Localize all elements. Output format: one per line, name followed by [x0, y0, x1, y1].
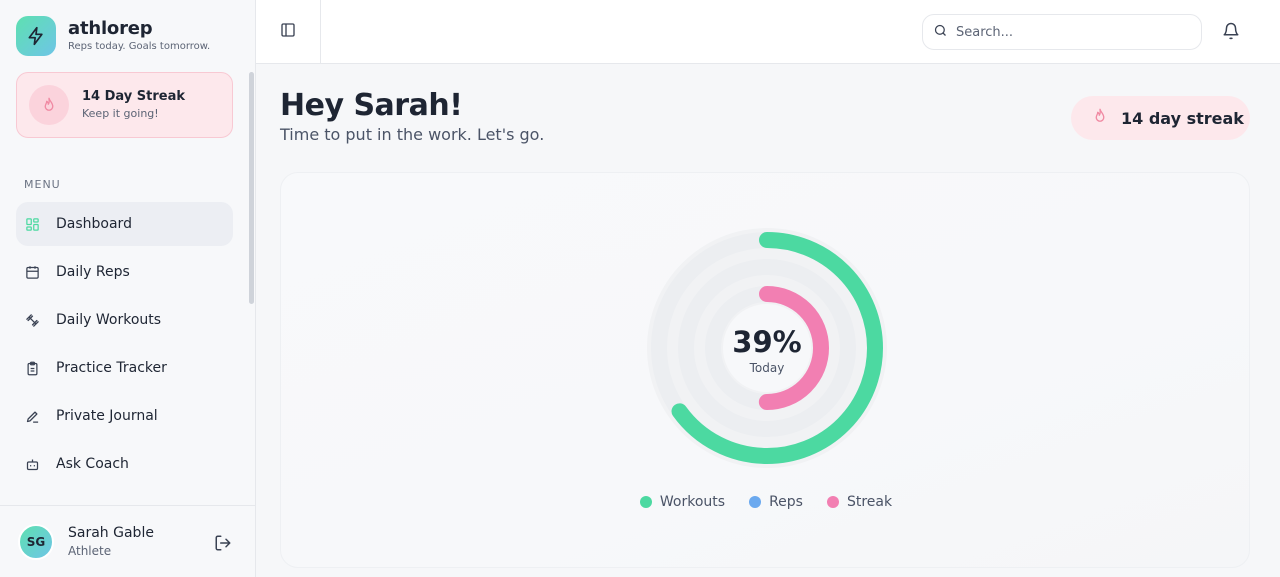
sidebar-item-private-journal[interactable]: Private Journal [16, 394, 233, 438]
pen-icon [24, 408, 40, 424]
ring-track-reps [678, 259, 856, 437]
bell-icon[interactable] [1222, 22, 1242, 42]
sidebar-toggle-button[interactable] [256, 0, 321, 63]
progress-value: 39% [732, 325, 802, 359]
page-title: Hey Sarah! [280, 88, 463, 123]
logout-icon[interactable] [214, 534, 232, 552]
rings-svg [647, 228, 887, 468]
legend-label: Streak [846, 494, 893, 510]
page-subtitle: Time to put in the work. Let's go. [280, 125, 545, 144]
menu-heading: MENU [24, 178, 61, 191]
sidebar-item-daily-workouts[interactable]: Daily Workouts [16, 298, 233, 342]
legend-label: Reps [769, 494, 803, 510]
sidebar-streak-card: 14 Day Streak Keep it going! [16, 72, 233, 138]
legend-item-reps: Reps [749, 494, 803, 510]
legend-dot-reps [749, 496, 762, 508]
ring-arc-streak [705, 286, 829, 410]
brand[interactable]: athlorep Reps today. Goals tomorrow. [16, 16, 210, 56]
avatar[interactable]: SG [18, 524, 54, 560]
sidebar-item-label: Daily Reps [56, 264, 130, 280]
user-name: Sarah Gable [68, 525, 154, 541]
sidebar-item-label: Ask Coach [56, 456, 129, 472]
flame-icon [1091, 107, 1109, 129]
progress-caption: Today [749, 361, 785, 375]
calendar-icon [24, 264, 40, 280]
sidebar: athlorep Reps today. Goals tomorrow. 14 … [0, 0, 256, 577]
legend-label: Workouts [659, 494, 726, 510]
topbar [256, 0, 1280, 64]
streak-badge-label: 14 day streak [1121, 108, 1244, 128]
sidebar-item-label: Practice Tracker [56, 360, 167, 376]
sidebar-item-label: Daily Workouts [56, 312, 162, 328]
clipboard-icon [24, 360, 40, 376]
streak-subtitle: Keep it going! [82, 107, 159, 120]
progress-card: 39% Today Workouts Reps Streak [280, 172, 1250, 568]
brand-tagline: Reps today. Goals tomorrow. [68, 41, 211, 52]
legend-item-streak: Streak [826, 494, 893, 510]
sidebar-item-practice-tracker[interactable]: Practice Tracker [16, 346, 233, 390]
panel-left-icon [280, 22, 296, 42]
user-profile: SG Sarah Gable Athlete [0, 505, 255, 577]
legend-dot-workouts [639, 496, 652, 508]
rings-hub [723, 304, 811, 392]
search-input[interactable] [956, 24, 1186, 40]
user-role: Athlete [68, 544, 112, 558]
streak-badge: 14 day streak [1071, 96, 1250, 140]
legend: Workouts Reps Streak [281, 494, 1251, 510]
progress-rings: 39% Today [647, 228, 887, 468]
sidebar-item-label: Private Journal [56, 408, 158, 424]
grid-icon [24, 216, 40, 232]
lightning-logo-icon [16, 16, 56, 56]
flame-icon [29, 85, 69, 125]
streak-title: 14 Day Streak [82, 89, 186, 104]
search-icon [933, 23, 948, 42]
legend-dot-streak [826, 496, 839, 508]
brand-name: athlorep [68, 18, 153, 39]
ring-arc-workouts [651, 232, 883, 464]
main-content: Hey Sarah! Time to put in the work. Let'… [256, 64, 1280, 577]
sidebar-item-label: Dashboard [56, 216, 132, 232]
sidebar-item-dashboard[interactable]: Dashboard [16, 202, 233, 246]
dumbbell-icon [24, 312, 40, 328]
search-box[interactable] [922, 14, 1202, 50]
legend-item-workouts: Workouts [639, 494, 726, 510]
bot-icon [24, 456, 40, 472]
sidebar-item-ask-coach[interactable]: Ask Coach [16, 442, 233, 486]
sidebar-nav: Dashboard Daily Reps Daily Workouts Prac… [16, 202, 233, 490]
sidebar-item-daily-reps[interactable]: Daily Reps [16, 250, 233, 294]
sidebar-scrollbar[interactable] [249, 72, 254, 304]
